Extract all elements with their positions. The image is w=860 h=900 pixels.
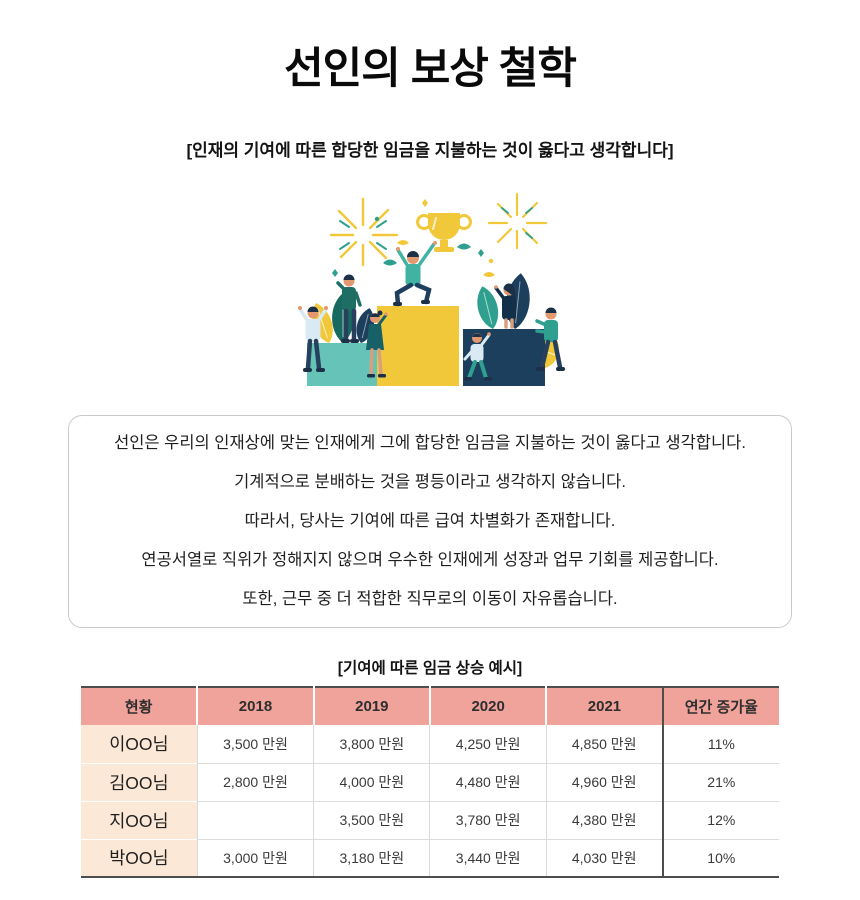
figure-second-place xyxy=(336,274,362,343)
employee-name-cell: 지OO님 xyxy=(81,800,198,839)
page-subtitle: [인재의 기여에 따른 합당한 임금을 지불하는 것이 옳다고 생각합니다] xyxy=(186,141,674,160)
podium-center xyxy=(377,306,459,386)
philosophy-line: 기계적으로 분배하는 것을 평등이라고 생각하지 않습니다. xyxy=(234,473,626,491)
salary-cell: 4,380 만원 xyxy=(545,800,663,839)
firework-left-icon xyxy=(329,197,399,267)
firework-left-accents-icon xyxy=(339,220,387,250)
figure-cheering-man xyxy=(298,306,328,372)
growth-rate-cell: 11% xyxy=(661,725,779,763)
employee-name-cell: 김OO님 xyxy=(81,762,198,801)
salary-cell: 4,000 만원 xyxy=(313,762,430,801)
figure-winner xyxy=(393,241,437,307)
salary-cell: 4,850 만원 xyxy=(545,725,663,763)
column-header-2019: 2019 xyxy=(312,687,430,725)
salary-cell: 3,180 만원 xyxy=(313,838,430,877)
column-header-status: 현황 xyxy=(81,687,198,725)
salary-cell: 4,960 만원 xyxy=(545,762,663,801)
philosophy-line: 연공서열로 직위가 정해지지 않으며 우수한 인재에게 성장과 업무 기회를 제… xyxy=(141,551,719,569)
column-header-2018: 2018 xyxy=(196,687,314,725)
employee-name-cell: 박OO님 xyxy=(81,838,198,877)
philosophy-line: 따라서, 당사는 기여에 따른 급여 차별화가 존재합니다. xyxy=(244,512,616,530)
salary-cell: 4,030 만원 xyxy=(545,838,663,877)
table-row: 박OO님 3,000 만원 3,180 만원 3,440 만원 4,030 만원… xyxy=(81,838,779,877)
salary-cell: 3,800 만원 xyxy=(313,725,430,763)
salary-cell xyxy=(196,800,314,839)
salary-cell: 4,480 만원 xyxy=(429,762,547,801)
salary-cell: 3,500 만원 xyxy=(313,800,430,839)
celebration-podium-illustration xyxy=(285,191,575,391)
philosophy-line: 또한, 근무 중 더 적합한 직무로의 이동이 자유롭습니다. xyxy=(242,590,618,608)
figure-helper-woman xyxy=(463,332,492,381)
table-caption: [기여에 따른 임금 상승 예시] xyxy=(337,660,523,677)
table-header-row: 현황 2018 2019 2020 2021 연간 증가율 xyxy=(81,687,779,725)
figure-third-place-woman xyxy=(494,283,516,329)
confetti-icons xyxy=(332,199,495,277)
salary-table: 현황 2018 2019 2020 2021 연간 증가율 이OO님 3,500… xyxy=(81,686,779,878)
philosophy-line: 선인은 우리의 인재상에 맞는 인재에게 그에 합당한 임금을 지불하는 것이 … xyxy=(114,434,746,452)
salary-cell: 3,500 만원 xyxy=(196,725,314,763)
salary-cell: 3,440 만원 xyxy=(429,838,547,877)
philosophy-box: 선인은 우리의 인재상에 맞는 인재에게 그에 합당한 임금을 지불하는 것이 … xyxy=(68,415,792,628)
growth-rate-cell: 21% xyxy=(661,762,779,801)
firework-right-icon xyxy=(487,192,548,250)
column-header-growth-rate: 연간 증가율 xyxy=(661,687,779,725)
employee-name-cell: 이OO님 xyxy=(81,725,198,763)
firework-right-accents-icon xyxy=(501,207,533,239)
trophy-icon xyxy=(416,213,472,252)
celebration-illustration-svg xyxy=(298,192,565,386)
growth-rate-cell: 12% xyxy=(661,800,779,839)
column-header-2021: 2021 xyxy=(545,687,663,725)
table-row: 김OO님 2,800 만원 4,000 만원 4,480 만원 4,960 만원… xyxy=(81,762,779,801)
salary-cell: 2,800 만원 xyxy=(196,762,314,801)
figure-pushing-man xyxy=(535,307,565,371)
salary-cell: 4,250 만원 xyxy=(429,725,547,763)
column-header-2020: 2020 xyxy=(428,687,547,725)
growth-rate-cell: 10% xyxy=(661,838,779,877)
figure-reaching-woman xyxy=(366,310,388,378)
salary-cell: 3,780 만원 xyxy=(429,800,547,839)
salary-cell: 3,000 만원 xyxy=(196,838,314,877)
table-row: 이OO님 3,500 만원 3,800 만원 4,250 만원 4,850 만원… xyxy=(81,725,779,763)
page-title: 선인의 보상 철학 xyxy=(284,45,577,93)
table-row: 지OO님 3,500 만원 3,780 만원 4,380 만원 12% xyxy=(81,800,779,839)
